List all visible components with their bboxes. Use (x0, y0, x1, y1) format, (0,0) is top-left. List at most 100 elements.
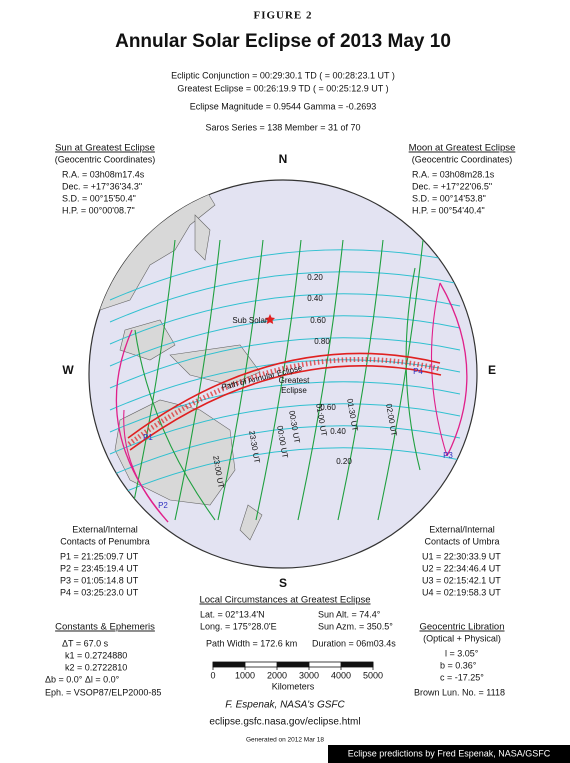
local-line: Sun Alt. = 74.4° (318, 609, 381, 619)
compass-south: S (279, 576, 287, 590)
scale-label: Kilometers (272, 681, 315, 691)
magnitude-curve (109, 447, 461, 499)
info-line: Saros Series = 138 Member = 31 of 70 (205, 122, 360, 132)
libration-subtitle: (Optical + Physical) (423, 633, 501, 643)
sun-line: Dec. = +17°36'34.3" (62, 181, 142, 191)
credit-generated: Generated on 2012 Mar 18 (246, 737, 324, 744)
info-line: Eclipse Magnitude = 0.9544 Gamma = -0.26… (190, 101, 377, 111)
path-limit (127, 352, 441, 439)
moon-line: R.A. = 03h08m28.1s (412, 169, 495, 179)
credit-author: F. Espenak, NASA's GSFC (225, 700, 345, 711)
moon-subtitle: (Geocentric Coordinates) (412, 154, 513, 164)
magnitude-label: 0.20 (307, 273, 323, 282)
figure-label: FIGURE 2 (253, 10, 312, 22)
magnitude-curve (109, 381, 461, 433)
credit-url: eclipse.gsfc.nasa.gov/eclipse.html (209, 717, 360, 728)
scale-tick-label: 1000 (235, 670, 255, 680)
sun-line: H.P. = 00°00'08.7" (62, 205, 135, 215)
libration-title: Geocentric Libration (419, 622, 504, 633)
scale-tick-label: 3000 (299, 670, 319, 680)
scale-bar: Kilometers 0 1000 2000 3000 4000 5000 (210, 661, 383, 691)
compass-east: E (488, 363, 496, 377)
sun-title: Sun at Greatest Eclipse (55, 143, 155, 154)
compass-north: N (279, 152, 288, 166)
penumbra-limit (123, 409, 169, 523)
title: Annular Solar Eclipse of 2013 May 10 (115, 31, 451, 52)
constants-line: ΔT = 67.0 s (62, 638, 109, 648)
scale-tick-label: 5000 (363, 670, 383, 680)
magnitude-curve (109, 271, 461, 323)
contact-label: P3 (443, 451, 453, 460)
constants-line: Eph. = VSOP87/ELP2000-85 (45, 687, 161, 697)
local-line: Long. = 175°28.0'E (200, 621, 277, 631)
constants-title: Constants & Ephemeris (55, 622, 155, 633)
constants-line: k1 = 0.2724880 (65, 650, 127, 660)
path-limit (129, 365, 442, 451)
time-curve (337, 239, 384, 521)
scale-tick-label: 0 (210, 670, 215, 680)
umbra-line: U3 = 02:15:42.1 UT (422, 575, 501, 585)
constants-line: k2 = 0.2722810 (65, 662, 127, 672)
constants-line: Δb = 0.0° Δl = 0.0° (45, 674, 120, 684)
scale-segment (341, 662, 373, 667)
libration-line: b = 0.36° (440, 660, 477, 670)
sub-solar-label: Sub Solar (232, 316, 267, 325)
local-title: Local Circumstances at Greatest Eclipse (199, 595, 370, 606)
time-curve (174, 239, 221, 521)
contact-label: P2 (158, 501, 168, 510)
time-curve (297, 239, 344, 521)
umbra-line: U1 = 22:30:33.9 UT (422, 551, 501, 561)
penumbra-title: Contacts of Penumbra (60, 536, 150, 546)
scale-segment (213, 662, 245, 667)
penumbra-line: P4 = 03:25:23.0 UT (60, 587, 139, 597)
libration-line: c = -17.25° (440, 672, 484, 682)
sun-subtitle: (Geocentric Coordinates) (55, 154, 156, 164)
penumbra-line: P1 = 21:25:09.7 UT (60, 551, 139, 561)
penumbra-line: P3 = 01:05:14.8 UT (60, 575, 139, 585)
globe (88, 179, 478, 569)
time-curve (377, 239, 424, 521)
greatest-label: Eclipse (281, 386, 307, 395)
penumbra-limit (430, 282, 448, 457)
sun-line: S.D. = 00°15'50.4" (62, 193, 136, 203)
magnitude-label: 0.40 (307, 294, 323, 303)
duration: Duration = 06m03.4s (312, 638, 396, 648)
greatest-label: Greatest (279, 376, 310, 385)
libration-line: l = 3.05° (445, 648, 479, 658)
compass-west: W (62, 363, 74, 377)
time-curve (129, 239, 176, 521)
moon-line: Dec. = +17°22'06.5" (412, 181, 492, 191)
magnitude-label: 0.60 (320, 403, 336, 412)
path-width: Path Width = 172.6 km (206, 638, 297, 648)
umbra-line: U4 = 02:19:58.3 UT (422, 587, 501, 597)
penumbra-title: External/Internal (72, 524, 138, 534)
info-line: Greatest Eclipse = 00:26:19.9 TD ( = 00:… (177, 83, 388, 93)
sub-solar-point (265, 314, 275, 324)
umbra-line: U2 = 22:34:46.4 UT (422, 563, 501, 573)
sun-line: R.A. = 03h08m17.4s (62, 169, 145, 179)
local-line: Lat. = 02°13.4'N (200, 609, 265, 619)
magnitude-curve (109, 425, 461, 477)
path-hatching (127, 356, 441, 447)
contact-label: P1 (143, 433, 153, 442)
moon-line: H.P. = 00°54'40.4" (412, 205, 485, 215)
contact-label: P4 (413, 367, 423, 376)
umbra-title: External/Internal (429, 524, 495, 534)
scale-tick-label: 2000 (267, 670, 287, 680)
magnitude-curve (109, 403, 461, 455)
penumbra-limit (439, 282, 468, 457)
magnitude-label: 0.20 (336, 457, 352, 466)
penumbra-line: P2 = 23:45:19.4 UT (60, 563, 139, 573)
land (194, 214, 211, 261)
magnitude-label: 0.60 (310, 316, 326, 325)
magnitude-label: 0.80 (314, 337, 330, 346)
info-line: Ecliptic Conjunction = 00:29:30.1 TD ( =… (171, 70, 395, 80)
scale-segment (277, 662, 309, 667)
umbra-title: Contacts of Umbra (424, 536, 499, 546)
magnitude-label: 0.40 (330, 427, 346, 436)
magnitude-curve (109, 293, 461, 345)
footer-credit: Eclipse predictions by Fred Espenak, NAS… (348, 748, 551, 758)
scale-tick-label: 4000 (331, 670, 351, 680)
rise-set-curve (405, 267, 421, 471)
